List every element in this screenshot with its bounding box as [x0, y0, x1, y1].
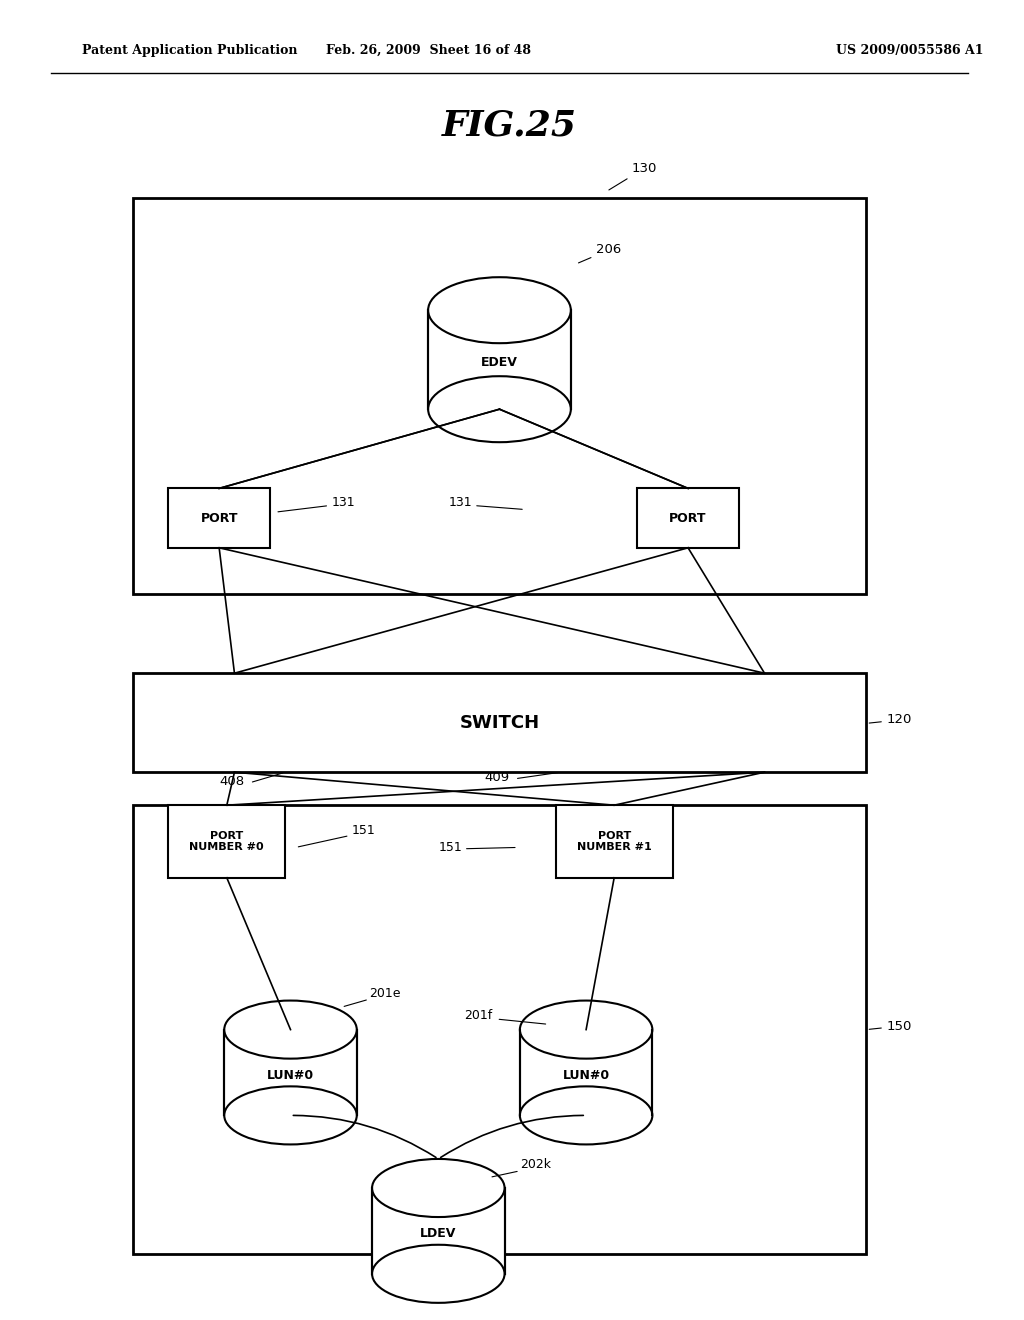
- FancyBboxPatch shape: [132, 673, 866, 772]
- Ellipse shape: [520, 1086, 652, 1144]
- Text: SWITCH: SWITCH: [460, 714, 540, 731]
- Ellipse shape: [224, 1001, 356, 1059]
- Text: 206: 206: [579, 243, 622, 263]
- Text: EDEV: EDEV: [481, 356, 518, 370]
- Polygon shape: [224, 1030, 356, 1115]
- Text: 202k: 202k: [520, 1158, 551, 1171]
- Text: 201f: 201f: [464, 1008, 493, 1022]
- Ellipse shape: [372, 1245, 505, 1303]
- Text: LDEV: LDEV: [420, 1228, 457, 1241]
- FancyBboxPatch shape: [556, 805, 673, 878]
- Text: 408: 408: [219, 775, 245, 788]
- Text: 151: 151: [351, 824, 376, 837]
- Text: LUN#0: LUN#0: [562, 1069, 609, 1082]
- Text: 131: 131: [332, 495, 355, 508]
- FancyBboxPatch shape: [132, 198, 866, 594]
- FancyBboxPatch shape: [132, 805, 866, 1254]
- Text: PORT: PORT: [670, 512, 707, 524]
- Text: PORT
NUMBER #0: PORT NUMBER #0: [189, 830, 264, 853]
- Text: PORT
NUMBER #1: PORT NUMBER #1: [577, 830, 651, 853]
- Text: FIG.25: FIG.25: [442, 108, 578, 143]
- Ellipse shape: [520, 1001, 652, 1059]
- Ellipse shape: [428, 376, 570, 442]
- Polygon shape: [428, 310, 570, 409]
- Text: US 2009/0055586 A1: US 2009/0055586 A1: [836, 44, 983, 57]
- FancyBboxPatch shape: [168, 488, 270, 548]
- Text: Feb. 26, 2009  Sheet 16 of 48: Feb. 26, 2009 Sheet 16 of 48: [326, 44, 530, 57]
- Text: 151: 151: [438, 841, 462, 854]
- Ellipse shape: [372, 1159, 505, 1217]
- Text: 201e: 201e: [369, 986, 400, 999]
- Text: 409: 409: [484, 771, 509, 784]
- FancyBboxPatch shape: [168, 805, 286, 878]
- Text: 130: 130: [609, 161, 657, 190]
- Ellipse shape: [428, 277, 570, 343]
- Text: Patent Application Publication: Patent Application Publication: [82, 44, 297, 57]
- Polygon shape: [372, 1188, 505, 1274]
- Text: 120: 120: [869, 713, 912, 726]
- Text: 150: 150: [869, 1019, 912, 1032]
- Ellipse shape: [224, 1086, 356, 1144]
- FancyBboxPatch shape: [637, 488, 739, 548]
- Text: LUN#0: LUN#0: [267, 1069, 314, 1082]
- Polygon shape: [520, 1030, 652, 1115]
- Text: PORT: PORT: [201, 512, 238, 524]
- Text: 131: 131: [449, 495, 472, 508]
